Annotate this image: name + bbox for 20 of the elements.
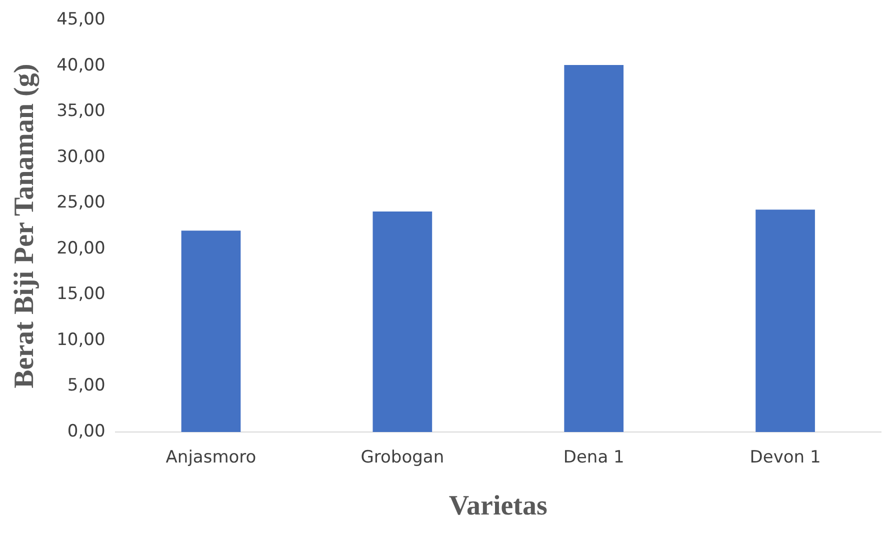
bar — [372, 211, 432, 432]
x-tick-label: Devon 1 — [750, 448, 821, 468]
y-tick-label: 25,00 — [56, 192, 106, 213]
y-tick-label: 40,00 — [56, 55, 106, 76]
y-tick-label: 15,00 — [56, 284, 106, 304]
y-tick-label: 10,00 — [56, 330, 106, 350]
bar — [564, 65, 624, 432]
y-tick-label: 45,00 — [56, 10, 106, 30]
bar — [181, 230, 241, 432]
y-tick-label: 35,00 — [56, 101, 106, 122]
y-tick-label: 20,00 — [56, 238, 106, 258]
x-axis-title: Varietas — [448, 490, 548, 522]
x-tick-label: Anjasmoro — [166, 448, 256, 468]
x-tick-label: Dena 1 — [563, 448, 624, 468]
bar — [756, 210, 815, 432]
y-tick-label: 5,00 — [67, 376, 106, 396]
y-tick-label: 0,00 — [67, 421, 106, 442]
y-tick-label: 30,00 — [56, 146, 106, 167]
y-axis-title: Berat Biji Per Tanaman (g) — [9, 64, 40, 388]
x-tick-label: Grobogan — [360, 448, 444, 468]
